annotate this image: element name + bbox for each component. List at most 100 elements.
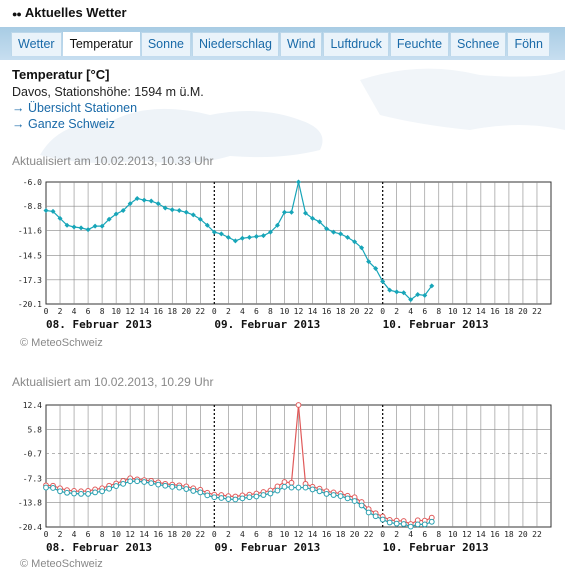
data-point (71, 224, 77, 230)
data-point (253, 493, 260, 500)
data-point (359, 245, 365, 251)
arrow-right-icon: → (12, 101, 28, 115)
temperature-comparison-chart: 12.45.8-0.7-7.3-13.8-20.40 2 4 6 8 10 12 14 16 18… (18, 401, 552, 554)
tab-sonne[interactable]: Sonne (140, 32, 191, 56)
data-point (99, 488, 106, 495)
x-tick-label: 22 (195, 530, 205, 539)
data-point (422, 292, 428, 298)
tab-list: Wetter Temperatur Sonne Niederschlag Wind Luf… (11, 32, 551, 56)
x-tick-label: 2 (226, 307, 231, 316)
x-tick-label: 16 (322, 530, 332, 539)
x-tick-label: 22 (364, 530, 374, 539)
x-tick-label: 20 (181, 307, 191, 316)
data-point (352, 239, 358, 245)
data-point (400, 521, 407, 527)
x-tick-label: 14 (308, 307, 318, 316)
x-tick-label: 14 (139, 530, 149, 539)
x-tick-label: 8 (436, 530, 441, 539)
data-point (120, 480, 127, 487)
data-point (401, 290, 407, 296)
x-tick-label: 2 (394, 530, 399, 539)
tab-temperatur[interactable]: Temperatur (62, 32, 140, 56)
data-point (176, 484, 183, 491)
x-tick-label: 16 (153, 307, 163, 316)
data-point (288, 484, 295, 491)
tab-schnee[interactable]: Schnee (450, 32, 507, 56)
x-tick-label: 6 (254, 307, 259, 316)
data-point (197, 216, 203, 222)
data-point (309, 486, 316, 493)
x-tick-label: 12 (462, 530, 472, 539)
tab-niederschlag[interactable]: Niederschlag (191, 32, 279, 56)
data-point (43, 208, 49, 214)
data-point (281, 483, 288, 490)
tab-f-hn[interactable]: Föhn (507, 32, 550, 56)
data-point (148, 198, 154, 204)
data-point (281, 479, 288, 485)
x-tick-label: 22 (532, 307, 542, 316)
tab-luftdruck[interactable]: Luftdruck (323, 32, 389, 56)
x-tick-label: 10 (280, 307, 290, 316)
tab-wetter[interactable]: Wetter (11, 32, 62, 56)
x-tick-label: 6 (86, 307, 91, 316)
station-info: Davos, Stationshöhe: 1594 m ü.M. (12, 85, 204, 99)
date-label: 09. Februar 2013 (214, 318, 320, 331)
x-tick-label: 18 (504, 530, 514, 539)
x-tick-label: 2 (226, 530, 231, 539)
data-point (331, 229, 337, 235)
data-point (246, 234, 252, 240)
x-tick-label: 22 (364, 307, 374, 316)
data-point (310, 215, 316, 221)
data-point (190, 488, 197, 494)
copyright-2: © MeteoSchweiz (20, 558, 103, 570)
x-tick-label: 16 (490, 530, 500, 539)
link-stations-overview[interactable]: → Übersicht Stationen (12, 101, 138, 115)
data-point (134, 195, 140, 201)
data-point (211, 494, 218, 501)
data-point (78, 490, 84, 497)
data-point (302, 484, 309, 491)
data-point (211, 229, 217, 235)
x-tick-label: 20 (350, 307, 360, 316)
tab-feuchte[interactable]: Feuchte (389, 32, 450, 56)
x-tick-label: 6 (86, 530, 91, 539)
x-tick-label: 12 (125, 530, 135, 539)
data-point (386, 519, 393, 526)
x-tick-label: 14 (139, 307, 149, 316)
data-point (106, 216, 112, 222)
data-point (169, 207, 175, 213)
x-tick-label: 16 (490, 307, 500, 316)
data-point (344, 495, 351, 502)
data-point (204, 492, 211, 499)
x-tick-label: 20 (518, 307, 528, 316)
data-point (281, 209, 287, 215)
data-point (43, 484, 49, 491)
x-tick-label: 12 (294, 307, 304, 316)
x-tick-label: 20 (518, 530, 528, 539)
x-tick-label: 22 (532, 530, 542, 539)
data-point (232, 496, 239, 503)
x-tick-label: 4 (72, 307, 77, 316)
data-point (345, 234, 351, 240)
x-tick-label: 8 (100, 530, 105, 539)
data-point (106, 485, 113, 492)
data-point (295, 484, 302, 491)
data-point (225, 234, 231, 240)
tab-wind[interactable]: Wind (279, 32, 323, 56)
y-tick-label: -6.0 (23, 178, 42, 187)
x-tick-label: 0 (44, 307, 49, 316)
x-tick-label: 10 (111, 307, 121, 316)
x-tick-label: 4 (240, 530, 245, 539)
data-point (92, 489, 98, 496)
link-whole-switzerland[interactable]: → Ganze Schweiz (12, 117, 115, 131)
data-point (358, 502, 365, 509)
x-tick-label: 0 (380, 307, 385, 316)
y-tick-label: -14.5 (18, 252, 42, 261)
x-tick-label: 0 (44, 530, 49, 539)
data-point (373, 266, 379, 272)
x-tick-label: 18 (504, 307, 514, 316)
x-tick-label: 8 (436, 307, 441, 316)
x-tick-label: 12 (462, 307, 472, 316)
data-point (274, 222, 280, 228)
data-point (92, 223, 98, 229)
